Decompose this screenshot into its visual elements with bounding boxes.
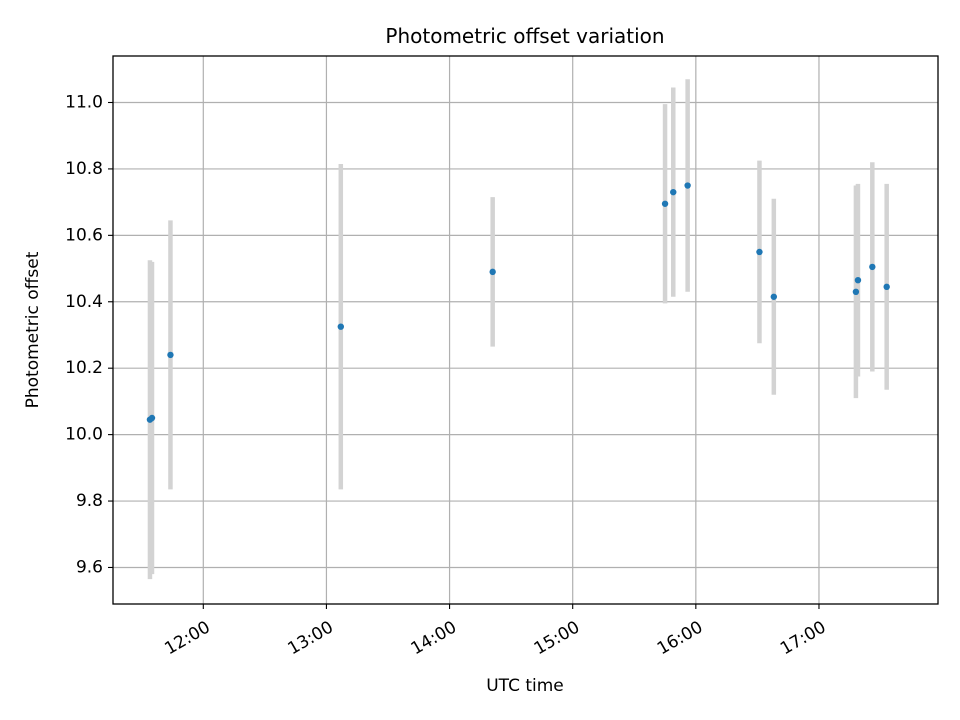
y-tick-label: 10.2 [65, 358, 103, 378]
data-point [854, 276, 862, 284]
data-point [770, 293, 778, 300]
data-point [869, 263, 876, 271]
data-point [684, 182, 691, 189]
grid [113, 56, 938, 604]
data-point [337, 323, 344, 330]
y-tick-label: 10.6 [65, 225, 103, 245]
y-tick-label: 10.8 [65, 159, 103, 179]
data-points [146, 182, 890, 423]
y-axis-title: Photometric offset [23, 251, 43, 408]
y-tick-label: 9.8 [76, 491, 103, 511]
y-tick-label: 10.4 [65, 292, 103, 312]
data-point [883, 283, 890, 291]
chart-title: Photometric offset variation [385, 24, 664, 48]
data-point [670, 188, 677, 196]
x-axis-title: UTC time [486, 676, 564, 696]
data-point [167, 351, 174, 359]
data-point [852, 288, 860, 296]
y-tick-label: 9.6 [76, 557, 103, 577]
data-point [489, 268, 496, 276]
plot-frame [112, 55, 939, 605]
y-tick-label: 11.0 [65, 92, 103, 112]
plot-area [113, 56, 938, 604]
data-point [756, 248, 763, 256]
y-tick-label: 10.0 [65, 425, 103, 445]
data-point [148, 414, 156, 422]
data-point [661, 200, 669, 207]
